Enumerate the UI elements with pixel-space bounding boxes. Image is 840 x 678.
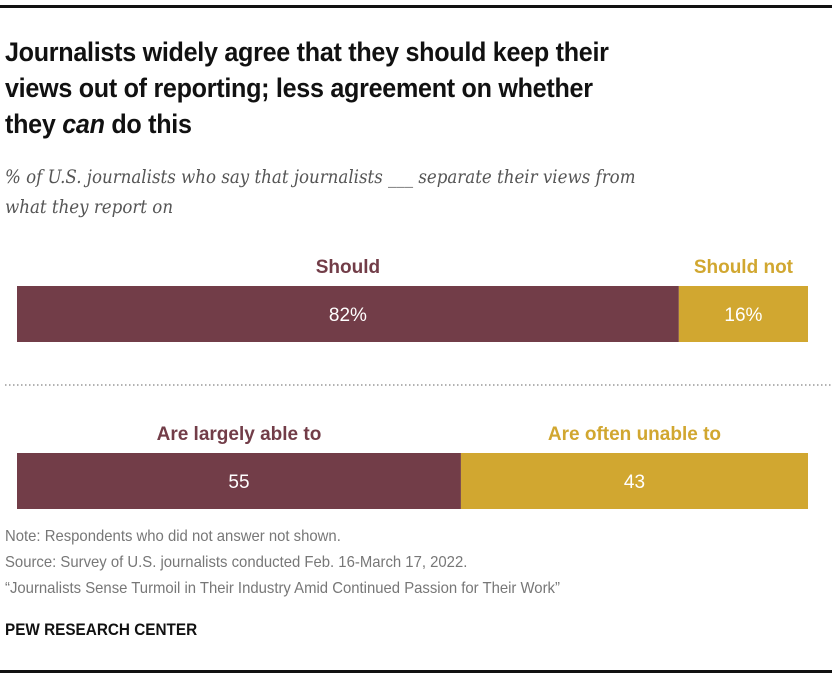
title-line-1: Journalists widely agree that they shoul… bbox=[5, 37, 609, 67]
report-title-text: “Journalists Sense Turmoil in Their Indu… bbox=[5, 580, 560, 597]
category-label: Should bbox=[316, 257, 380, 278]
top-rule bbox=[0, 5, 832, 8]
stacked-bar-chart: 82% Should 16% Should not 55 Are largely able… bbox=[5, 257, 832, 509]
bar-segment-should bbox=[17, 286, 679, 342]
bottom-rule bbox=[0, 670, 832, 673]
value-label: 43 bbox=[624, 472, 645, 493]
source-text: Source: Survey of U.S. journalists condu… bbox=[5, 554, 468, 571]
chart-title: Journalists widely agree that they shoul… bbox=[5, 34, 768, 142]
bar-segment-are-largely-able-to bbox=[17, 453, 461, 509]
bar-segment-should-not bbox=[678, 286, 808, 342]
category-label: Should not bbox=[694, 257, 794, 278]
category-label: Are often unable to bbox=[548, 424, 721, 445]
category-label: Are largely able to bbox=[157, 424, 322, 445]
title-line-2: views out of reporting; less agreement o… bbox=[5, 73, 593, 103]
title-emphasis: can bbox=[62, 109, 105, 139]
value-label: 16% bbox=[724, 305, 762, 326]
brand-logo-text: PEW RESEARCH CENTER bbox=[5, 620, 198, 639]
subtitle-line-2: what they report on bbox=[5, 197, 174, 218]
value-label: 82% bbox=[329, 305, 367, 326]
value-label: 55 bbox=[228, 472, 249, 493]
title-line-3: they can do this bbox=[5, 109, 192, 139]
notes: Note: Respondents who did not answer not… bbox=[5, 524, 602, 602]
note-text: Note: Respondents who did not answer not… bbox=[5, 528, 341, 545]
subtitle-line-1: % of U.S. journalists who say that journ… bbox=[5, 167, 636, 188]
chart-subtitle: % of U.S. journalists who say that journ… bbox=[5, 163, 752, 223]
bar-segment-are-often-unable-to bbox=[460, 453, 808, 509]
